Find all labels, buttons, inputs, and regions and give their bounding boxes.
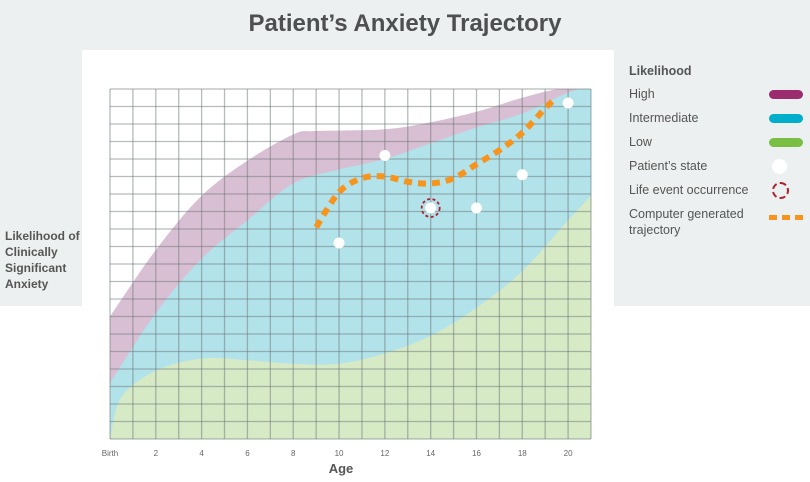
x-tick-label: Birth	[102, 449, 118, 458]
legend-label: High	[629, 87, 655, 101]
intermediate-swatch	[769, 114, 803, 123]
patient-state-point	[379, 150, 391, 161]
chart-title: Patient’s Anxiety Trajectory	[248, 10, 562, 37]
x-axis-label: Age	[329, 461, 354, 476]
x-tick-label: 14	[426, 449, 435, 458]
high-swatch	[769, 90, 803, 99]
legend-item-patient-state: Patient’s state	[629, 158, 809, 182]
x-tick-label: 12	[380, 449, 389, 458]
x-tick-label: 20	[564, 449, 573, 458]
legend-item-trajectory: Computer generated trajectory	[629, 206, 805, 246]
dashed-ring-icon	[772, 182, 789, 199]
x-tick-label: 8	[291, 449, 296, 458]
legend-item-high: High	[629, 86, 809, 110]
legend-label: Low	[629, 135, 652, 149]
legend-item-intermediate: Intermediate	[629, 110, 809, 134]
legend-title: Likelihood	[629, 64, 692, 78]
x-tick-label: 18	[518, 449, 527, 458]
legend-label: Computer generated trajectory	[629, 207, 744, 237]
patient-state-point	[333, 237, 345, 249]
life-event-marker	[420, 198, 441, 218]
dashed-line-icon	[769, 215, 805, 220]
legend-label: Intermediate	[629, 111, 699, 125]
legend-item-life-event: Life event occurrence	[629, 182, 809, 206]
x-tick-label: 16	[472, 449, 481, 458]
legend: Likelihood High Intermediate Low Patient…	[629, 64, 809, 246]
white-dot-icon	[772, 159, 787, 174]
legend-label: Patient’s state	[629, 159, 708, 173]
legend-label: Life event occurrence	[629, 183, 749, 197]
y-axis-label: Likelihood of Clinically Significant Anx…	[5, 229, 80, 291]
x-tick-label: 6	[245, 449, 250, 458]
x-tick-label: 4	[199, 449, 204, 458]
patient-state-point	[425, 202, 437, 214]
patient-state-point	[470, 202, 482, 214]
x-tick-label: 2	[154, 449, 159, 458]
low-swatch	[769, 138, 803, 147]
band-low	[110, 195, 591, 439]
patient-state-point	[516, 169, 528, 181]
x-tick-label: 10	[335, 449, 344, 458]
patient-state-point	[562, 97, 574, 109]
legend-item-low: Low	[629, 134, 809, 158]
